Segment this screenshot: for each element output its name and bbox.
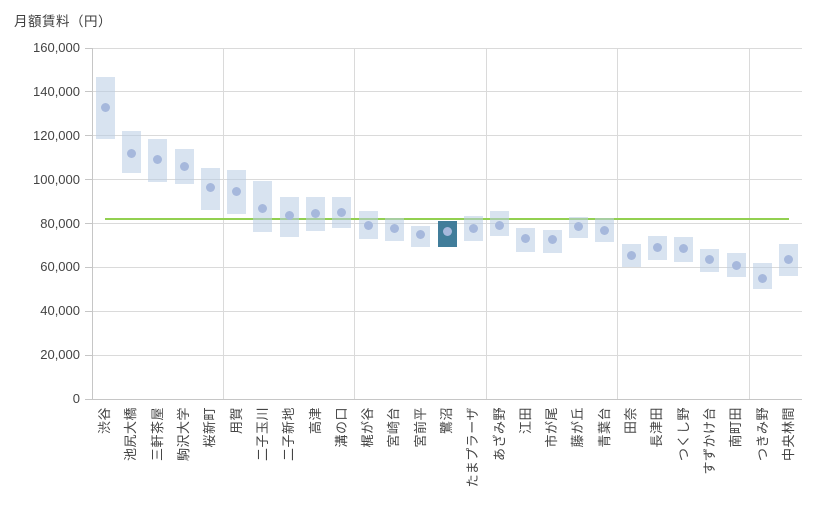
median-dot bbox=[389, 224, 399, 234]
x-axis-label: 高津 bbox=[307, 407, 323, 435]
x-axis-label: 長津田 bbox=[649, 407, 665, 448]
y-axis-line bbox=[92, 48, 93, 399]
y-axis-tick bbox=[85, 398, 92, 400]
v-gridline bbox=[354, 48, 356, 399]
median-dot bbox=[521, 234, 531, 244]
x-axis-line bbox=[92, 399, 802, 400]
y-axis-tick bbox=[85, 179, 92, 181]
x-axis-label: 三軒茶屋 bbox=[149, 407, 165, 462]
reference-line bbox=[105, 218, 789, 221]
median-dot bbox=[179, 161, 189, 171]
median-dot bbox=[100, 102, 110, 112]
x-axis-label: 池尻大橋 bbox=[123, 407, 139, 462]
y-axis-label: 80,000 bbox=[40, 215, 80, 231]
x-axis-label: たまプラーザ bbox=[465, 407, 481, 488]
median-dot bbox=[652, 243, 662, 253]
x-axis-label: 田奈 bbox=[623, 407, 639, 435]
median-dot bbox=[679, 244, 689, 254]
median-dot bbox=[337, 208, 347, 218]
v-gridline bbox=[748, 48, 750, 399]
x-axis-label: 南町田 bbox=[728, 407, 744, 448]
median-dot bbox=[573, 222, 583, 232]
v-gridline bbox=[485, 48, 487, 399]
median-dot bbox=[205, 182, 215, 192]
median-dot bbox=[495, 221, 505, 231]
median-dot bbox=[416, 229, 426, 239]
y-axis-label: 100,000 bbox=[33, 171, 80, 187]
h-gridline bbox=[92, 310, 802, 312]
x-axis-label: 用賀 bbox=[228, 407, 244, 435]
y-axis-tick bbox=[85, 266, 92, 268]
median-dot bbox=[363, 221, 373, 231]
x-axis-label: 青葉台 bbox=[596, 407, 612, 448]
median-dot bbox=[153, 155, 163, 165]
median-dot bbox=[784, 255, 794, 265]
median-dot bbox=[547, 235, 557, 245]
y-axis-tick bbox=[85, 354, 92, 356]
h-gridline bbox=[92, 47, 802, 49]
median-dot bbox=[232, 187, 242, 197]
x-axis-label: 藤が丘 bbox=[570, 407, 586, 448]
median-dot bbox=[284, 211, 294, 221]
x-axis-label: 二子新地 bbox=[281, 407, 297, 462]
x-axis-label: 桜新町 bbox=[202, 407, 218, 448]
y-axis-title: 月額賃料（円） bbox=[14, 14, 112, 29]
median-dot bbox=[758, 273, 768, 283]
y-axis-label: 0 bbox=[72, 391, 80, 406]
median-dot bbox=[626, 250, 636, 260]
h-gridline bbox=[92, 354, 802, 356]
y-axis-label: 20,000 bbox=[40, 347, 80, 363]
x-axis-label: 鷺沼 bbox=[439, 407, 454, 435]
y-axis-tick bbox=[85, 223, 92, 224]
x-axis-label: 宮崎台 bbox=[386, 407, 402, 448]
median-dot bbox=[258, 203, 268, 213]
x-axis-label: 宮前平 bbox=[412, 407, 428, 448]
median-dot bbox=[468, 224, 478, 234]
h-gridline bbox=[92, 179, 802, 181]
highlight-median-dot bbox=[442, 226, 452, 236]
x-axis-label: あざみ野 bbox=[491, 407, 507, 462]
median-dot bbox=[311, 209, 321, 219]
x-axis-label: すずかけ台 bbox=[701, 407, 717, 475]
y-axis-tick bbox=[85, 47, 92, 49]
x-axis-label: つくし野 bbox=[675, 407, 691, 462]
median-dot bbox=[126, 148, 136, 158]
v-gridline bbox=[222, 48, 224, 399]
x-axis-label: 中央林間 bbox=[780, 407, 796, 462]
v-gridline bbox=[617, 48, 619, 399]
y-axis-label: 40,000 bbox=[40, 303, 80, 319]
x-axis-label: 二子玉川 bbox=[254, 407, 270, 462]
x-axis-label: 市が尾 bbox=[544, 407, 560, 448]
y-axis-label: 60,000 bbox=[40, 259, 80, 275]
h-gridline bbox=[92, 266, 802, 268]
median-dot bbox=[731, 260, 741, 270]
x-axis-label: 江田 bbox=[517, 407, 533, 435]
x-axis-label: つきみ野 bbox=[754, 407, 770, 462]
h-gridline bbox=[92, 135, 802, 137]
x-axis-label: 駒沢大学 bbox=[176, 407, 192, 462]
x-axis-label: 渋谷 bbox=[97, 407, 113, 435]
y-axis-tick bbox=[85, 91, 92, 93]
median-dot bbox=[705, 255, 715, 265]
x-axis-label: 溝の口 bbox=[333, 407, 349, 448]
y-axis-tick bbox=[85, 310, 92, 312]
y-axis-label: 120,000 bbox=[33, 127, 80, 143]
y-axis-label: 140,000 bbox=[33, 83, 80, 99]
median-dot bbox=[600, 225, 610, 235]
y-axis-label: 160,000 bbox=[33, 40, 80, 55]
x-axis-label: 梶が谷 bbox=[360, 407, 376, 448]
h-gridline bbox=[92, 91, 802, 93]
y-axis-tick bbox=[85, 135, 92, 137]
